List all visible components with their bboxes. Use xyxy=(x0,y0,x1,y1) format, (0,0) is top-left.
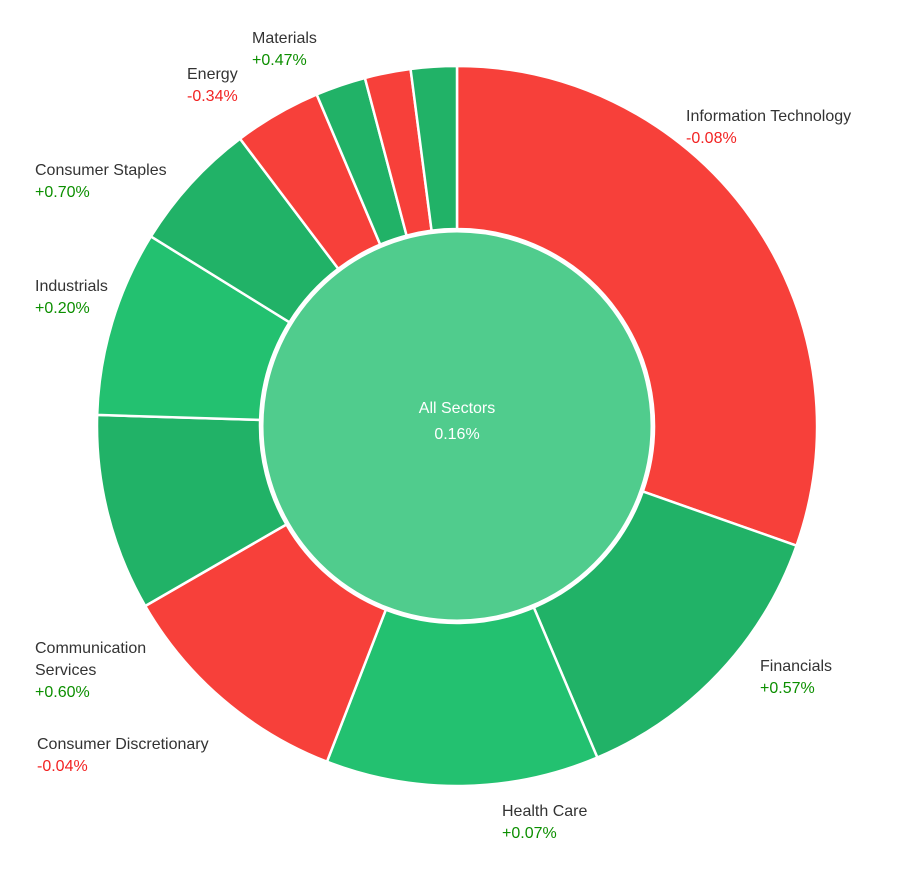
label-health-care: Health Care +0.07% xyxy=(502,801,587,845)
segment-name: Information Technology xyxy=(686,108,852,125)
center-label: All Sectors xyxy=(418,400,496,417)
label-financials: Financials +0.57% xyxy=(760,656,832,700)
segment-name: Industrials xyxy=(35,278,108,295)
segment-change: -0.04% xyxy=(37,758,88,775)
segment-change: +0.70% xyxy=(35,184,90,201)
segment-name: Health Care xyxy=(502,803,588,820)
label-information-technology: Information Technology -0.08% xyxy=(686,106,851,150)
segment-change: +0.07% xyxy=(502,825,557,842)
label-consumer-discretionary: Consumer Discretionary -0.04% xyxy=(37,734,209,778)
segment-change: +0.60% xyxy=(35,684,90,701)
segment-name: Communication Services xyxy=(35,640,147,679)
segment-name: Consumer Staples xyxy=(35,162,167,179)
center-disk[interactable] xyxy=(260,229,654,623)
segment-change: +0.57% xyxy=(760,680,815,697)
label-communication-services: Communication Services +0.60% xyxy=(35,638,175,704)
segment-name: Energy xyxy=(187,66,238,83)
segment-name: Consumer Discretionary xyxy=(37,736,209,753)
segment-name: Financials xyxy=(760,658,833,675)
label-energy: Energy -0.34% xyxy=(187,64,238,108)
segment-change: +0.20% xyxy=(35,300,90,317)
segment-health-care[interactable] xyxy=(325,605,599,788)
label-industrials: Industrials +0.20% xyxy=(35,276,108,320)
segment-change: +0.47% xyxy=(252,52,307,69)
segment-change: -0.08% xyxy=(686,130,737,147)
segment-change: -0.34% xyxy=(187,88,238,105)
label-consumer-staples: Consumer Staples +0.70% xyxy=(35,160,167,204)
segment-materials[interactable] xyxy=(409,64,459,233)
segment-information-technology[interactable] xyxy=(455,64,819,548)
segment-name: Materials xyxy=(252,30,317,47)
label-materials: Materials +0.47% xyxy=(252,28,317,72)
center-value: 0.16% xyxy=(434,426,480,443)
